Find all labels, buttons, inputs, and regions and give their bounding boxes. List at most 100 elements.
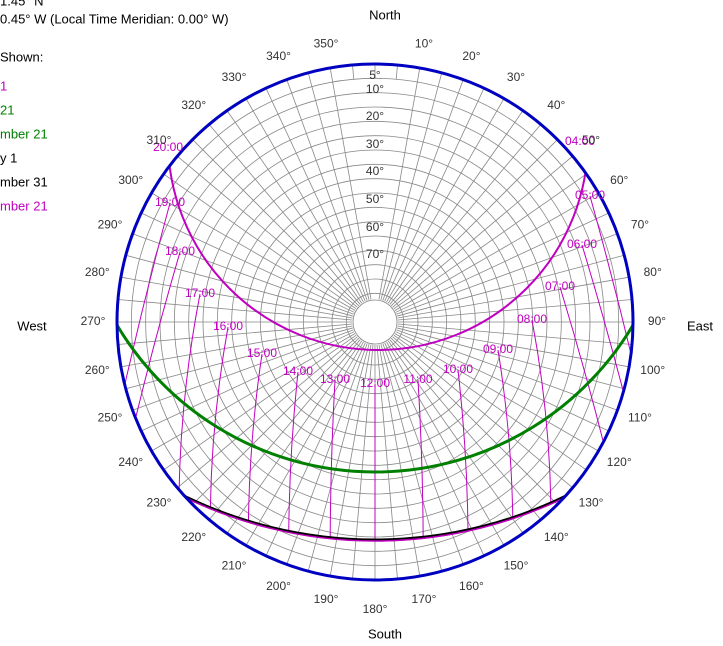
azimuth-line (393, 173, 587, 310)
azimuth-label: 230° (147, 495, 172, 509)
azimuth-label: 240° (118, 455, 143, 469)
azimuth-label: 210° (222, 558, 247, 572)
legend-entry: mber 31 (0, 174, 48, 189)
azimuth-label: 50° (582, 133, 600, 147)
azimuth-line (265, 342, 366, 556)
hour-line (417, 379, 424, 538)
shown-label: Shown: (0, 49, 43, 64)
azimuth-line (286, 343, 368, 565)
azimuth-line (397, 325, 630, 368)
azimuth-line (132, 329, 354, 411)
azimuth-line (380, 72, 443, 300)
azimuth-line (387, 340, 524, 534)
azimuth-line (380, 344, 443, 572)
hour-line (117, 251, 181, 580)
azimuth-line (208, 339, 361, 520)
azimuth-label: 170° (412, 592, 437, 606)
azimuth-line (397, 254, 625, 317)
azimuth-line (177, 336, 358, 489)
labels: 04:00 05:00 06:00 07:00 08:00 09:00 10:00 11:00… (0, 36, 666, 616)
azimuth-label: 330° (222, 70, 247, 84)
hour-label: 04:00 (565, 134, 595, 148)
azimuth-label: 280° (85, 265, 110, 279)
elevation-label: 70° (366, 247, 384, 261)
hour-line (288, 371, 299, 532)
azimuth-line (397, 276, 630, 319)
elevation-label: 5° (369, 68, 381, 82)
north-label: North (369, 7, 401, 22)
hour-label: 13:00 (320, 372, 350, 386)
azimuth-line (397, 299, 633, 321)
azimuth-label: 80° (644, 265, 662, 279)
azimuth-label: 140° (544, 530, 569, 544)
azimuth-line (352, 64, 355, 80)
azimuth-line (329, 67, 372, 300)
azimuth-line (192, 139, 360, 307)
azimuth-line (125, 327, 353, 390)
azimuth-line (163, 173, 357, 310)
legend-entry: y 1 (0, 150, 17, 165)
azimuth-line (120, 276, 353, 319)
hour-line (497, 349, 514, 518)
hour-label: 07:00 (545, 279, 575, 293)
azimuth-label: 300° (118, 173, 143, 187)
latitude: 1.45° N (0, 0, 44, 8)
azimuth-label: 310° (147, 133, 172, 147)
december-path-black (174, 488, 579, 542)
azimuth-label: 150° (504, 558, 529, 572)
azimuth-label: 60° (610, 173, 628, 187)
azimuth-line (394, 192, 599, 311)
azimuth-label: 190° (314, 592, 339, 606)
equinox-path (117, 324, 633, 474)
azimuth-label: 220° (181, 530, 206, 544)
azimuth-label: 290° (98, 218, 123, 232)
hour-label: 15:00 (247, 346, 277, 360)
azimuth-line (395, 64, 398, 80)
azimuth-line (245, 341, 364, 546)
legend-entry: 1 (0, 78, 7, 93)
azimuth-line (117, 299, 353, 321)
azimuth-line (395, 212, 609, 313)
hour-label: 06:00 (567, 237, 597, 251)
azimuth-line (286, 79, 368, 301)
hour-label: 08:00 (517, 312, 547, 326)
hour-line (209, 326, 229, 508)
azimuth-line (390, 139, 558, 307)
azimuth-line (151, 192, 356, 311)
azimuth-label: 120° (607, 455, 632, 469)
azimuth-line (245, 98, 364, 303)
azimuth-label: 320° (181, 98, 206, 112)
azimuth-line (226, 110, 363, 304)
hour-label: 16:00 (213, 319, 243, 333)
hour-label: 18:00 (165, 244, 195, 258)
azimuth-line (177, 155, 358, 308)
azimuth-line (117, 323, 353, 345)
azimuth-line (226, 340, 363, 534)
azimuth-line (307, 344, 370, 572)
azimuth-label: 10° (415, 36, 433, 50)
azimuth-line (151, 333, 356, 452)
legend-entry: mber 21 (0, 198, 48, 213)
azimuth-line (382, 343, 464, 565)
azimuth-line (132, 233, 354, 315)
june-path (167, 139, 589, 351)
hour-line (457, 369, 469, 531)
azimuth-line (378, 67, 421, 300)
azimuth-line (307, 72, 370, 300)
hour-label: 09:00 (483, 342, 513, 356)
azimuth-line (125, 254, 353, 317)
azimuth-label: 340° (266, 49, 291, 63)
elevation-label: 50° (366, 192, 384, 206)
azimuth-label: 30° (507, 70, 525, 84)
hour-label: 14:00 (283, 364, 313, 378)
azimuth-line (141, 212, 355, 313)
hour-label: 12:00 (360, 376, 390, 390)
azimuth-label: 200° (266, 579, 291, 593)
azimuth-label: 350° (314, 36, 339, 50)
hour-line (329, 379, 336, 538)
azimuth-label: 110° (628, 411, 652, 425)
azimuth-label: 40° (547, 98, 565, 112)
legend-entry: mber 21 (0, 126, 48, 141)
hour-line (589, 195, 633, 580)
